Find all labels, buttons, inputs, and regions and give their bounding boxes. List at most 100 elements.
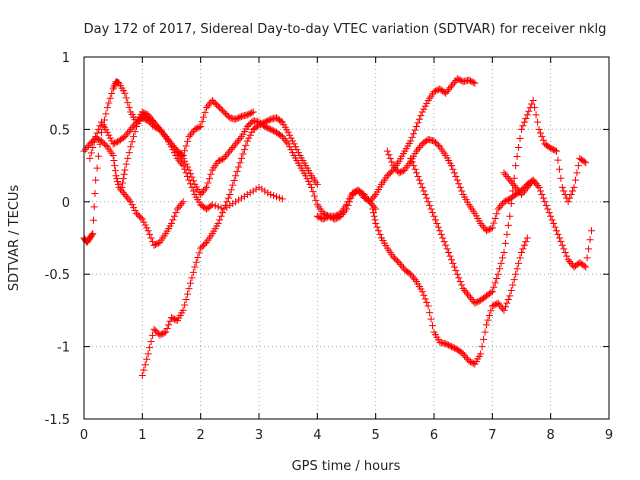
data-point	[545, 209, 553, 217]
data-point	[501, 239, 509, 247]
data-point	[270, 127, 278, 135]
data-point	[566, 258, 574, 266]
data-point	[450, 169, 458, 177]
data-point	[321, 214, 329, 222]
data-point	[506, 176, 514, 184]
data-point	[197, 244, 205, 252]
data-point	[398, 262, 406, 270]
data-point	[267, 125, 275, 133]
data-point	[386, 169, 394, 177]
data-point	[324, 213, 332, 221]
x-tick-label: 6	[430, 428, 438, 443]
data-point	[238, 194, 245, 202]
data-point	[89, 216, 97, 224]
data-point	[535, 125, 543, 133]
data-point	[223, 151, 231, 159]
data-point	[472, 298, 480, 306]
data-point	[112, 138, 120, 146]
data-point	[109, 140, 117, 148]
data-point	[370, 203, 378, 211]
data-point	[427, 315, 435, 323]
data-point	[420, 105, 428, 113]
data-point	[520, 118, 528, 126]
x-tick-label: 3	[255, 428, 263, 443]
data-point	[252, 185, 260, 193]
data-point	[124, 99, 132, 107]
data-point	[170, 212, 178, 220]
data-point	[408, 133, 416, 141]
data-point	[131, 206, 139, 214]
data-point	[434, 141, 442, 149]
data-point	[548, 216, 556, 224]
data-point	[456, 183, 464, 191]
data-point	[179, 306, 187, 314]
data-point	[507, 286, 515, 294]
data-point	[414, 145, 422, 153]
data-point	[430, 137, 438, 145]
data-point	[415, 176, 423, 184]
data-point	[243, 111, 251, 119]
data-point	[348, 189, 356, 197]
data-point	[289, 137, 297, 145]
data-point	[566, 194, 574, 202]
data-point	[458, 187, 466, 195]
data-point	[312, 196, 320, 204]
data-point	[151, 241, 159, 249]
data-point	[125, 196, 133, 204]
data-point	[420, 291, 428, 299]
data-point	[468, 359, 476, 367]
data-point	[515, 259, 523, 267]
data-point	[197, 191, 205, 199]
data-point	[125, 103, 133, 111]
y-tick-labels: -1.5 -1 -0.5 0 0.5 1	[45, 51, 70, 428]
data-point	[198, 118, 206, 126]
data-point	[494, 299, 502, 307]
data-point	[407, 137, 415, 145]
data-point	[173, 205, 181, 213]
data-point	[192, 258, 200, 266]
x-tick-label: 9	[605, 428, 613, 443]
x-tick-label: 0	[80, 428, 88, 443]
data-point	[186, 279, 194, 287]
data-point	[109, 151, 117, 159]
data-point	[500, 169, 508, 177]
data-point	[150, 325, 158, 333]
data-point	[440, 238, 448, 246]
data-point	[255, 121, 263, 129]
data-point	[356, 188, 364, 196]
data-point	[248, 109, 256, 117]
data-point	[278, 133, 286, 141]
data-point	[465, 292, 473, 300]
data-point	[186, 170, 194, 178]
data-point	[214, 220, 222, 228]
data-point	[106, 134, 114, 142]
data-point	[484, 316, 492, 324]
data-point	[96, 122, 104, 130]
data-point	[226, 191, 234, 199]
data-point	[265, 116, 273, 124]
data-point	[165, 136, 173, 144]
data-point	[423, 298, 431, 306]
data-point	[567, 191, 575, 199]
data-point	[487, 307, 495, 315]
data-point	[509, 281, 517, 289]
data-point	[538, 191, 546, 199]
data-point	[564, 198, 572, 206]
data-point	[198, 189, 206, 197]
data-point	[213, 101, 221, 109]
data-point	[223, 198, 231, 206]
data-point	[163, 325, 171, 332]
data-point	[443, 87, 451, 95]
data-point	[119, 175, 127, 183]
data-point	[264, 117, 272, 125]
data-point	[370, 192, 378, 200]
data-point	[426, 309, 434, 317]
data-point	[347, 192, 355, 200]
data-point	[102, 141, 110, 149]
x-tick-label: 2	[197, 428, 205, 443]
data-point	[217, 212, 225, 220]
data-point	[118, 183, 126, 191]
data-point	[246, 109, 254, 117]
data-point	[258, 185, 266, 193]
data-point	[273, 193, 280, 201]
